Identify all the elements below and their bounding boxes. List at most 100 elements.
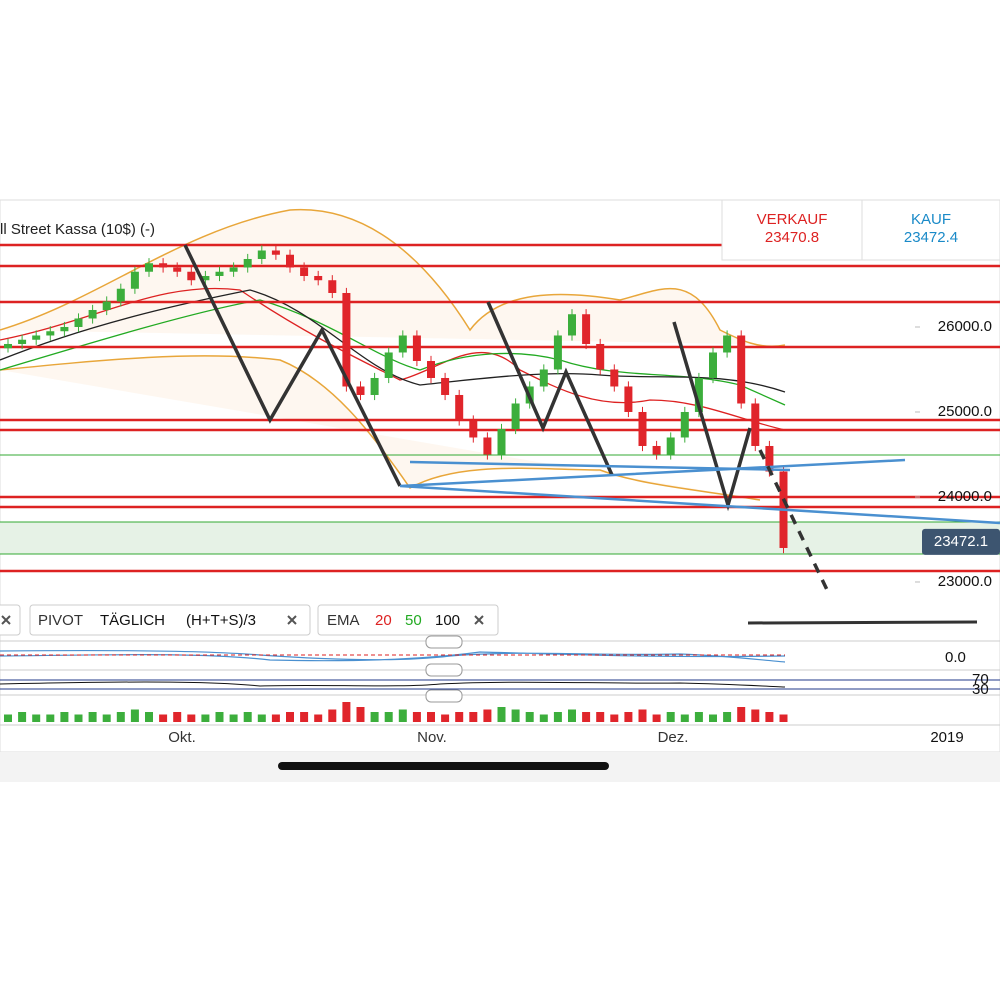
candle-body xyxy=(652,445,661,455)
candle-body xyxy=(159,263,168,268)
pivot-formula: (H+T+S)/3 xyxy=(186,612,256,629)
volume-bar xyxy=(145,712,153,722)
sell-price: 23470.8 xyxy=(765,229,819,246)
candle-body xyxy=(243,258,252,268)
volume-bar xyxy=(74,714,83,722)
instrument-title: ll Street Kassa (10$) (-) xyxy=(0,221,155,238)
candle-body xyxy=(497,428,506,455)
candle-body xyxy=(596,343,605,370)
volume-bar xyxy=(765,712,774,722)
pane-handle[interactable] xyxy=(425,689,463,703)
volume-bar xyxy=(342,702,351,722)
pane-handle[interactable] xyxy=(425,663,463,677)
volume-bar xyxy=(102,714,111,722)
volume-bar xyxy=(737,707,746,722)
volume-bar xyxy=(314,714,323,722)
ema-50 xyxy=(0,299,786,406)
volume-bar xyxy=(229,714,238,722)
bollinger-bands xyxy=(0,208,786,501)
volume-bar xyxy=(553,712,562,722)
volume-bar xyxy=(511,709,520,722)
candle-body xyxy=(666,437,675,455)
volume-bar xyxy=(638,709,647,722)
volume-bar xyxy=(412,712,421,722)
close-icon[interactable] xyxy=(474,615,484,625)
volume-bar xyxy=(300,712,309,722)
y-tick-label: 23000.0 xyxy=(938,573,992,590)
ema-period: 100 xyxy=(435,612,460,629)
volume-bar xyxy=(539,714,548,722)
volume-bar xyxy=(116,712,125,722)
candle-body xyxy=(483,437,492,455)
candle-body xyxy=(88,309,97,319)
candle-body xyxy=(511,403,520,429)
rsi-label: 70 xyxy=(972,671,989,688)
volume-bar xyxy=(751,709,760,722)
volume-bar xyxy=(469,712,478,722)
chip[interactable] xyxy=(0,604,21,636)
volume-bar xyxy=(441,714,450,722)
trend-lines xyxy=(399,458,1000,525)
volume-bar xyxy=(243,712,252,722)
candle-body xyxy=(765,445,774,472)
rsi-line xyxy=(0,681,786,688)
volume-bar xyxy=(384,712,393,722)
macd-zero-label: 0.0 xyxy=(945,649,966,666)
volume-bar xyxy=(624,712,633,722)
candle-body xyxy=(751,403,760,446)
volume-bar xyxy=(328,709,337,722)
candle-body xyxy=(638,411,647,446)
candle-body xyxy=(582,314,591,344)
candle-body xyxy=(370,377,379,395)
volume-bar xyxy=(723,712,732,722)
ema-chip[interactable] xyxy=(317,604,499,636)
candle-body xyxy=(286,254,294,268)
volume-bar xyxy=(18,712,27,722)
close-icon[interactable] xyxy=(287,615,297,625)
volume-bar xyxy=(4,714,12,722)
candle-body xyxy=(102,301,111,310)
volume-bar xyxy=(257,714,266,722)
candle-body xyxy=(173,267,182,272)
ema-period: 20 xyxy=(375,612,392,629)
buy-box[interactable] xyxy=(861,199,1000,261)
volume-bar xyxy=(159,714,168,722)
candle-body xyxy=(18,339,27,344)
price-badge xyxy=(922,528,1000,555)
volume-bar xyxy=(779,714,788,722)
date-label: Nov. xyxy=(417,729,447,746)
candle-body xyxy=(60,326,69,332)
candle-body xyxy=(709,352,717,378)
candle-body xyxy=(441,377,450,395)
y-tick-label: 26000.0 xyxy=(938,318,992,335)
candle-body xyxy=(300,267,309,276)
volume-bar xyxy=(356,707,365,722)
buy-price: 23472.4 xyxy=(904,229,958,246)
close-icon[interactable] xyxy=(1,615,11,625)
candle-body xyxy=(342,292,351,387)
volume-bar xyxy=(370,712,379,722)
pivot-chip[interactable] xyxy=(29,604,311,636)
volume-bar xyxy=(130,709,139,722)
candle-body xyxy=(356,386,365,395)
candle-body xyxy=(130,271,139,289)
volume-bar xyxy=(427,712,435,722)
candle-body xyxy=(215,271,224,276)
candle-body xyxy=(680,411,689,438)
volume-bar xyxy=(596,712,605,722)
volume-bar xyxy=(455,712,464,722)
candle-body xyxy=(187,271,196,281)
volume-bar xyxy=(398,709,407,722)
volume-bar xyxy=(173,712,182,722)
volume-bar xyxy=(215,712,224,722)
candle-body xyxy=(624,386,633,412)
candle-body xyxy=(314,275,323,281)
pane-handle[interactable] xyxy=(425,635,463,649)
pivot-period: TÄGLICH xyxy=(100,612,165,629)
candle-body xyxy=(694,377,703,412)
volume-bar xyxy=(568,709,576,722)
date-label: 2019 xyxy=(930,729,963,746)
price-badge-label: 23472.1 xyxy=(934,533,988,550)
buy-label: KAUF xyxy=(911,211,951,228)
